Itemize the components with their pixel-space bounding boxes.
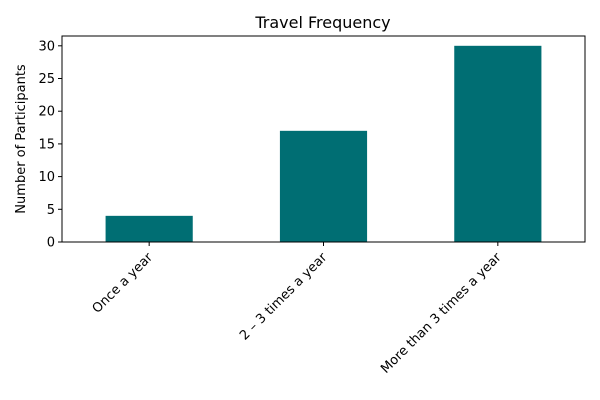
- y-axis-label: Number of Participants: [14, 64, 29, 214]
- bar-2: [279, 130, 368, 242]
- y-tick-label: 25: [38, 72, 55, 87]
- y-tick-label: 0: [47, 236, 55, 251]
- y-tick-label: 5: [47, 203, 55, 218]
- plot-area: 0 5 10 15 20 25 30 Once a year 2 – 3 times a yea…: [38, 35, 586, 377]
- y-tick-label: 15: [38, 137, 55, 152]
- bar-3: [454, 45, 542, 242]
- x-tick-label: 2 – 3 times a year: [237, 250, 331, 344]
- chart-title: Travel Frequency: [254, 13, 390, 32]
- bar-1: [105, 215, 193, 242]
- x-tick-label: More than 3 times a year: [378, 250, 505, 377]
- y-tick-label: 30: [38, 39, 55, 54]
- x-tick-label: Once a year: [90, 250, 157, 317]
- y-tick-label: 10: [38, 170, 55, 185]
- y-tick-label: 20: [38, 105, 55, 120]
